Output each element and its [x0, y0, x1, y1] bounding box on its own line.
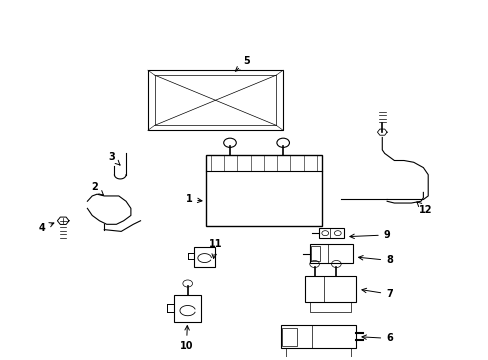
Text: 7: 7: [361, 288, 392, 299]
Bar: [282, 328, 296, 346]
Text: 5: 5: [235, 56, 250, 71]
Bar: [154, 75, 276, 125]
Text: 6: 6: [361, 333, 392, 343]
Bar: [147, 70, 283, 130]
Text: 8: 8: [358, 256, 392, 265]
Text: 3: 3: [108, 152, 120, 165]
Bar: [309, 302, 350, 312]
Bar: [193, 247, 215, 267]
Text: 9: 9: [349, 230, 390, 240]
Text: 1: 1: [185, 194, 202, 204]
Text: 2: 2: [91, 182, 103, 195]
Text: 10: 10: [180, 326, 193, 351]
Bar: [285, 348, 350, 359]
Text: 12: 12: [416, 202, 432, 215]
Bar: [174, 295, 201, 322]
Bar: [205, 155, 321, 226]
Bar: [309, 244, 352, 263]
Text: 4: 4: [39, 223, 54, 233]
Text: 11: 11: [208, 239, 222, 258]
Bar: [305, 276, 355, 302]
Bar: [319, 228, 343, 238]
Bar: [310, 246, 319, 261]
Bar: [280, 325, 355, 348]
